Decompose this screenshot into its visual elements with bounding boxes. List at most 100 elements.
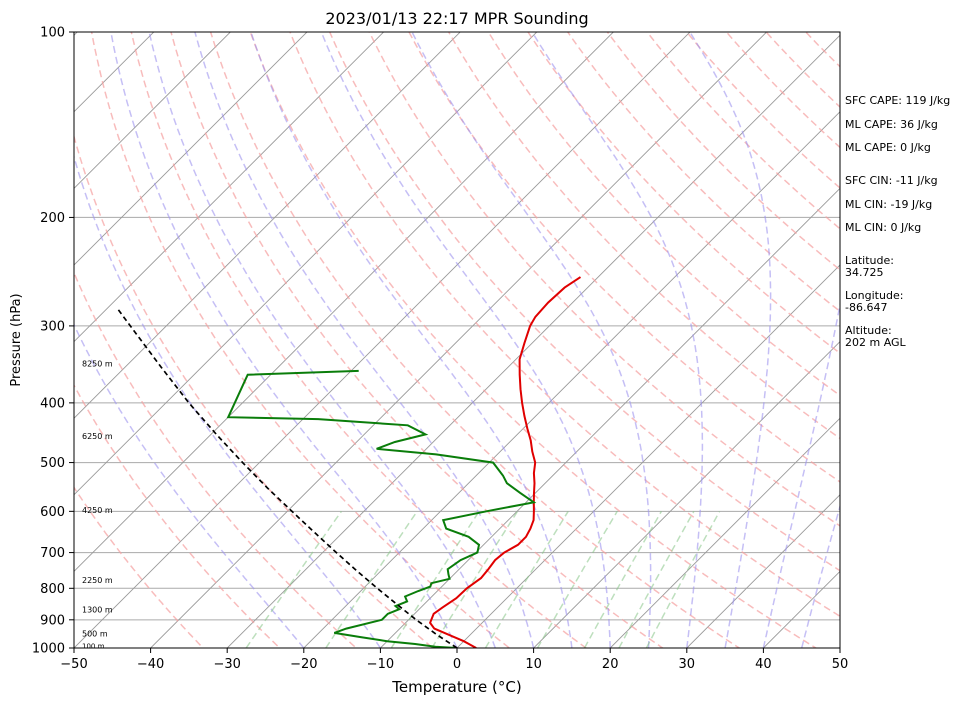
dry-adiabat-350: [368, 32, 840, 527]
dry-adiabat-280: [90, 32, 511, 648]
info-ml-cape: ML CAPE: 36 J/kg: [845, 118, 938, 131]
y-tick-label: 200: [40, 211, 65, 226]
sounding-profiles: [115, 276, 582, 648]
mixing-ratio-1: [325, 510, 418, 648]
moist-adiabat-45: [800, 503, 840, 648]
info-latitude-label: Latitude:: [845, 254, 894, 267]
moist-adiabat-5: [148, 32, 497, 648]
mixing-ratio-16: [618, 510, 695, 648]
x-tick-label: 30: [679, 657, 696, 672]
x-tick-label: 40: [755, 657, 772, 672]
height-labels: 100 m 500 m 1300 m 2250 m 4250 m 6250 m 8250 m: [82, 359, 113, 650]
moist-adiabat-30: [531, 32, 704, 648]
isotherm--50: [74, 32, 691, 648]
temperature-profile: [428, 276, 582, 648]
dry-adiabat-300: [170, 32, 665, 648]
isotherm-0: [456, 264, 840, 648]
mixing-ratio-0.4: [245, 510, 343, 648]
mixing-ratio-3: [431, 510, 519, 648]
chart-title: 2023/01/13 22:17 MPR Sounding: [325, 9, 588, 28]
dry-adiabat-270: [74, 134, 435, 648]
dry-adiabat-290: [130, 32, 588, 648]
height-label: 500 m: [82, 629, 108, 638]
y-tick-label: 900: [40, 613, 65, 628]
dry-adiabat-370: [447, 32, 840, 440]
moist-adiabat-0: [110, 32, 458, 648]
dry-adiabat-360: [408, 32, 840, 483]
info-latitude-value: 34.725: [845, 266, 884, 279]
x-tick-label: −20: [290, 657, 317, 672]
plot-frame: [73, 31, 841, 649]
dry-adiabat-340: [328, 32, 840, 572]
isotherm-30: [686, 494, 840, 648]
mixing-ratio-5: [484, 510, 569, 648]
info-ml-cin-2: ML CIN: 0 J/kg: [845, 221, 921, 234]
x-tick-label: 20: [602, 657, 619, 672]
dry-adiabat-330: [289, 32, 840, 618]
x-tick-label: −10: [367, 657, 394, 672]
moist-adiabat-35: [689, 32, 772, 648]
moist-adiabat-15: [250, 32, 573, 648]
isotherm--120: [74, 32, 155, 113]
dry-adiabat-320: [249, 32, 818, 648]
dry-adiabat-240: [74, 486, 205, 648]
isotherm-60: [904, 18, 960, 661]
height-label: 6250 m: [82, 432, 113, 441]
y-tick-label: 600: [40, 505, 65, 520]
x-axis: −50 −40 −30 −20 −10 0 10 20 30 40 50: [60, 648, 848, 672]
y-tick-label: 700: [40, 546, 65, 561]
y-axis-label: Pressure (hPa): [9, 293, 24, 386]
isotherm-10: [532, 340, 840, 648]
info-ml-cape-2: ML CAPE: 0 J/kg: [845, 141, 931, 154]
dry-adiabat-400: [566, 32, 840, 313]
isotherm--40: [149, 32, 768, 648]
dry-adiabat-310: [209, 32, 741, 648]
x-tick-label: −30: [213, 657, 240, 672]
dry-adiabat-420: [646, 32, 840, 230]
dry-adiabats: [74, 32, 840, 648]
plot-area: [74, 18, 960, 661]
info-longitude-label: Longitude:: [845, 289, 903, 302]
parcel-profile: [115, 306, 458, 648]
info-sfc-cape: SFC CAPE: 119 J/kg: [845, 94, 950, 107]
dewpoint-profile: [226, 369, 537, 648]
height-label: 2250 m: [82, 576, 113, 585]
mixing-ratio-12: [583, 510, 663, 648]
x-tick-label: −40: [137, 657, 164, 672]
y-tick-label: 400: [40, 396, 65, 411]
x-tick-label: 0: [453, 657, 461, 672]
height-label: 8250 m: [82, 359, 113, 368]
x-tick-label: −50: [60, 657, 87, 672]
x-tick-label: 50: [832, 657, 849, 672]
info-panel: SFC CAPE: 119 J/kg ML CAPE: 36 J/kg ML C…: [845, 94, 950, 349]
mixing-ratio-2: [390, 510, 480, 648]
y-tick-label: 300: [40, 319, 65, 334]
info-altitude-value: 202 m AGL: [845, 336, 907, 349]
isotherm--100: [74, 32, 308, 266]
x-tick-label: 10: [525, 657, 542, 672]
isotherm--70: [74, 32, 538, 496]
moist-adiabats: [74, 32, 840, 648]
y-tick-label: 1000: [32, 642, 65, 657]
isotherm--110: [74, 32, 232, 190]
isotherm--60: [74, 32, 615, 573]
height-label: 100 m: [82, 642, 105, 650]
info-longitude-value: -86.647: [845, 301, 887, 314]
moist-adiabat--20: [74, 323, 305, 648]
y-axis: 1000 900 800 700 600 500 400 300 200 100: [32, 26, 74, 657]
isotherm-20: [609, 417, 840, 648]
mixing-ratio-20: [645, 510, 721, 648]
moist-adiabat--10: [74, 154, 382, 648]
y-tick-label: 100: [40, 26, 65, 41]
isotherm--30: [226, 34, 840, 648]
isotherm--20: [303, 111, 840, 648]
dry-adiabat-380: [487, 32, 840, 397]
moist-adiabat-25: [411, 32, 652, 648]
dry-adiabat-250: [74, 383, 281, 648]
y-tick-label: 500: [40, 456, 65, 471]
mixing-ratio-8: [536, 510, 618, 648]
height-label: 1300 m: [82, 606, 113, 615]
y-tick-label: 800: [40, 582, 65, 597]
dry-adiabat-390: [527, 32, 840, 355]
